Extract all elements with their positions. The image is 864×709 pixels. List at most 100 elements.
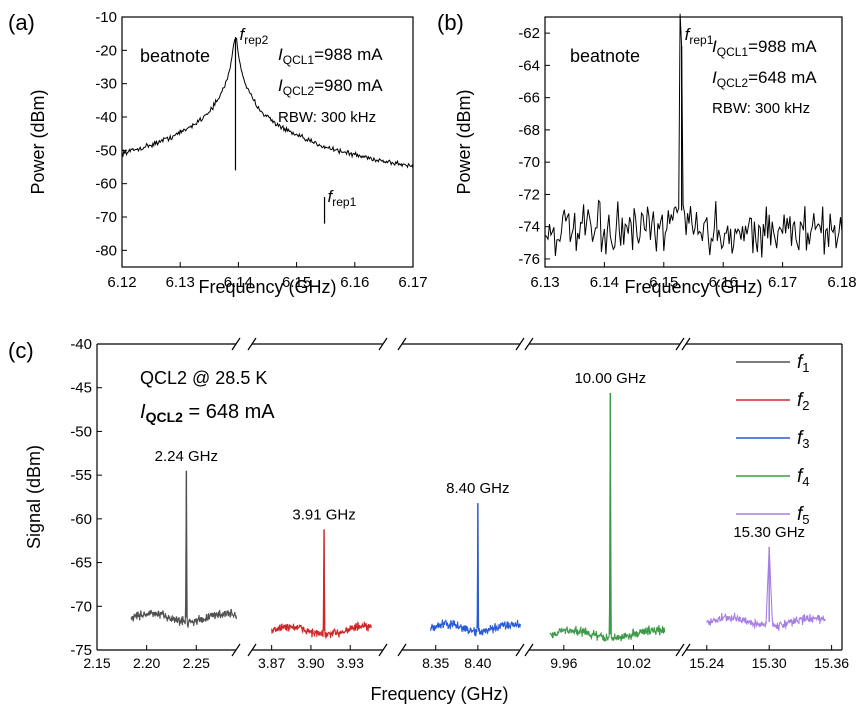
x-axis-label-a: Frequency (GHz) xyxy=(198,277,336,297)
y-axis-label-a: Power (dBm) xyxy=(28,89,48,194)
info-qcl2-b: IQCL2=648 mA xyxy=(712,68,817,90)
label-part: 3 xyxy=(802,436,809,451)
peak-label-f2: 3.91 GHz xyxy=(292,506,355,523)
label-part: QCL2 xyxy=(146,409,184,425)
peak-label-f3: 8.40 GHz xyxy=(446,480,509,497)
legend-label-f5: f5 xyxy=(797,504,810,527)
x-tick-label-c: 15.36 xyxy=(814,655,849,671)
label-part: 5 xyxy=(802,512,809,527)
axis-break-mark xyxy=(231,337,241,351)
label-part: =648 mA xyxy=(748,68,817,87)
x-tick-label-c: 8.35 xyxy=(422,655,449,671)
axis-break-mark xyxy=(524,643,534,657)
y-tick-label-a: -40 xyxy=(95,109,117,126)
label-part: = 648 mA xyxy=(183,401,275,423)
x-tick-label-b: 6.14 xyxy=(590,274,619,291)
axis-break-mark xyxy=(681,337,691,351)
x-tick-label-c: 8.40 xyxy=(464,655,491,671)
axis-break-mark xyxy=(247,643,257,657)
beatnote-label-a: beatnote xyxy=(140,46,210,66)
x-tick-label-a: 6.17 xyxy=(398,274,427,291)
peak-label-f5: 15.30 GHz xyxy=(733,524,805,541)
axis-break-mark xyxy=(515,337,525,351)
peak-label-frep1: frep1 xyxy=(328,187,357,209)
label-part: f xyxy=(797,428,804,449)
label-part: QCL2 xyxy=(717,76,749,90)
spectrum-line-a xyxy=(121,37,414,169)
legend-label-f2: f2 xyxy=(797,390,810,413)
beatnote-label-b: beatnote xyxy=(570,46,640,66)
label-part: I xyxy=(278,45,283,64)
x-axis-label-b: Frequency (GHz) xyxy=(624,277,762,297)
x-tick-label-c: 3.87 xyxy=(258,655,285,671)
axis-break-mark xyxy=(397,643,407,657)
legend-label-f3: f3 xyxy=(797,428,810,451)
panel-label-b: (b) xyxy=(437,10,464,35)
axis-break-mark xyxy=(515,643,525,657)
panel-label-a: (a) xyxy=(8,10,35,35)
x-tick-label-c: 2.25 xyxy=(183,655,210,671)
y-tick-label-a: -10 xyxy=(95,9,117,26)
y-tick-label-a: -70 xyxy=(95,209,117,226)
y-tick-label-c: -45 xyxy=(70,380,92,397)
x-tick-label-a: 6.12 xyxy=(107,274,136,291)
y-axis-label-b: Power (dBm) xyxy=(454,89,474,194)
axis-break-mark xyxy=(397,337,407,351)
label-part: f xyxy=(239,25,246,44)
x-tick-label-b: 6.15 xyxy=(649,274,678,291)
info-qcl1-b: IQCL1=988 mA xyxy=(712,37,817,59)
y-tick-label-c: -70 xyxy=(70,598,92,615)
info-qcl2-a: IQCL2=980 mA xyxy=(278,76,383,98)
panel-label-c: (c) xyxy=(8,338,34,363)
axis-break-mark xyxy=(675,337,685,351)
y-tick-label-a: -80 xyxy=(95,242,117,259)
x-tick-label-c: 9.96 xyxy=(550,655,577,671)
y-tick-label-c: -55 xyxy=(70,467,92,484)
label-part: =988 mA xyxy=(748,37,817,56)
x-tick-label-a: 6.15 xyxy=(282,274,311,291)
label-part: f xyxy=(328,187,335,206)
y-tick-label-a: -20 xyxy=(95,42,117,59)
label-part: f xyxy=(797,466,804,487)
current-label-c: IQCL2 = 648 mA xyxy=(140,401,275,425)
axis-break-mark xyxy=(378,643,388,657)
label-part: I xyxy=(712,68,717,87)
axis-break-mark xyxy=(675,643,685,657)
y-tick-label-c: -50 xyxy=(70,423,92,440)
info-rbw-a: RBW: 300 kHz xyxy=(278,109,376,126)
x-tick-label-a: 6.14 xyxy=(224,274,253,291)
label-part: rep1 xyxy=(332,195,356,209)
x-tick-label-c: 10.02 xyxy=(616,655,651,671)
x-tick-label-b: 6.16 xyxy=(709,274,738,291)
y-tick-label-b: -66 xyxy=(518,90,540,107)
signal-line-f4 xyxy=(549,411,666,642)
label-part: 1 xyxy=(802,360,809,375)
label-part: f xyxy=(685,25,692,44)
label-part: 2 xyxy=(802,398,809,413)
info-qcl1-a: IQCL1=988 mA xyxy=(278,45,383,67)
x-tick-label-a: 6.16 xyxy=(340,274,369,291)
axis-break-mark xyxy=(681,643,691,657)
label-part: rep1 xyxy=(689,33,713,47)
legend-label-f4: f4 xyxy=(797,466,810,489)
label-part: f xyxy=(797,504,804,525)
y-tick-label-c: -60 xyxy=(70,511,92,528)
label-part: I xyxy=(140,401,146,423)
peak-label-frep1-b: frep1 xyxy=(685,25,714,47)
signal-line-f5 xyxy=(706,548,826,631)
legend-label-f1: f1 xyxy=(797,352,810,375)
y-tick-label-b: -76 xyxy=(518,251,540,268)
y-tick-label-b: -72 xyxy=(518,186,540,203)
y-tick-label-b: -70 xyxy=(518,154,540,171)
axis-break-mark xyxy=(378,337,388,351)
x-tick-label-b: 6.18 xyxy=(827,274,856,291)
peak-label-frep2: frep2 xyxy=(239,25,268,47)
axis-break-mark xyxy=(231,643,241,657)
peak-label-f1: 2.24 GHz xyxy=(155,448,218,465)
label-part: I xyxy=(278,76,283,95)
spectrum-line-b xyxy=(544,13,843,258)
signal-line-f1 xyxy=(130,482,237,629)
y-tick-label-b: -64 xyxy=(518,57,540,74)
label-part: QCL1 xyxy=(717,45,749,59)
